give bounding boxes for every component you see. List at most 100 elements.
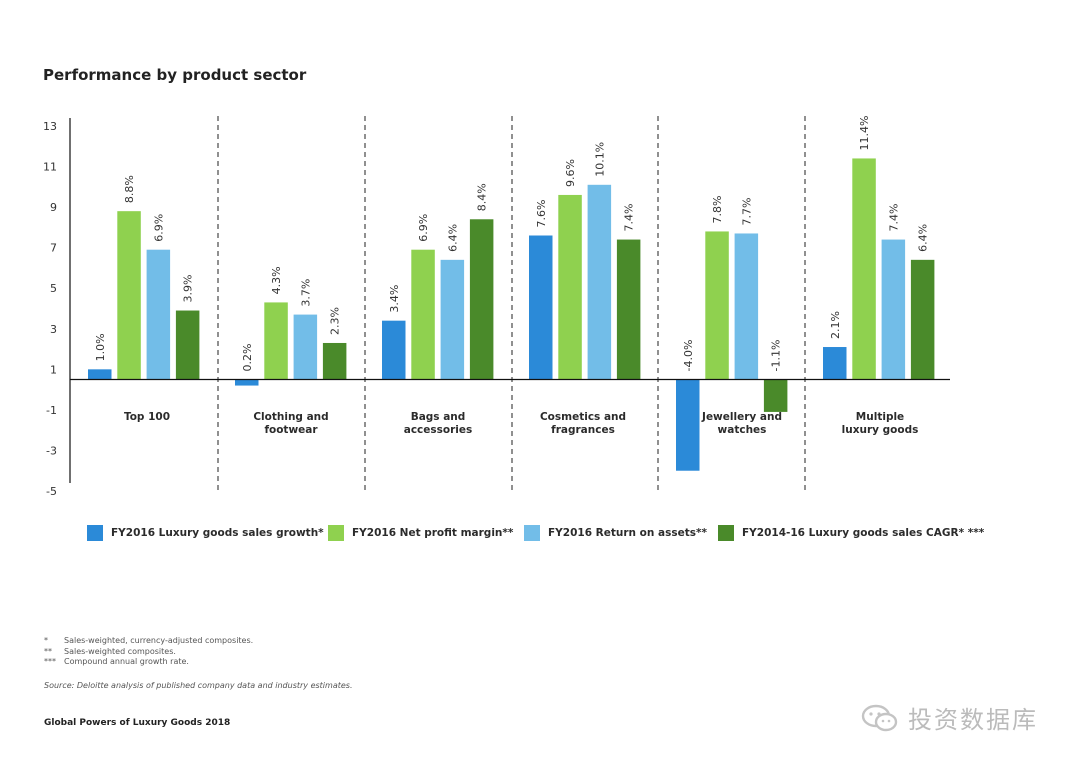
legend-item-sales-growth: FY2016 Luxury goods sales growth*	[87, 525, 324, 541]
data-label: 6.4%	[446, 224, 459, 252]
y-tick-label: 5	[50, 282, 57, 295]
y-tick-label: 1	[50, 363, 57, 376]
legend-label-net-profit-margin: FY2016 Net profit margin**	[352, 527, 514, 539]
watermark-text: 投资数据库	[908, 706, 1038, 734]
bar	[881, 239, 906, 380]
bar	[264, 302, 288, 380]
legend-swatch-sales-cagr	[718, 525, 734, 541]
category-label: Jewellery and watches	[701, 411, 782, 436]
legend-item-net-profit-margin: FY2016 Net profit margin**	[328, 525, 513, 541]
footnote-mark: ***	[44, 657, 56, 666]
category-label-line: Multiple	[856, 411, 904, 423]
footnote-row: *** Compound annual growth rate.	[44, 657, 253, 668]
y-tick-label: 13	[43, 120, 57, 133]
category-label-line: accessories	[404, 424, 473, 436]
bar	[910, 259, 935, 380]
bar	[440, 259, 465, 380]
bar	[529, 235, 553, 380]
legend-swatch-return-on-assets	[524, 525, 540, 541]
watermark: 投资数据库	[860, 700, 1038, 735]
bar	[175, 310, 200, 380]
footnote-row: ** Sales-weighted composites.	[44, 647, 253, 658]
bar	[235, 379, 259, 386]
data-label: 7.6%	[535, 200, 548, 228]
data-label: 8.8%	[123, 175, 136, 203]
data-label: 10.1%	[593, 142, 606, 177]
category-label-line: Jewellery and	[701, 411, 782, 423]
category-label-line: fragrances	[551, 424, 615, 436]
bar	[616, 239, 641, 380]
y-tick-label: 11	[43, 161, 57, 174]
y-tick-label: -1	[46, 404, 57, 417]
bar	[587, 184, 612, 380]
data-label: 11.4%	[858, 115, 871, 150]
data-label: 3.7%	[299, 279, 312, 307]
bar	[763, 379, 788, 412]
footnote-text: Sales-weighted, currency-adjusted compos…	[64, 636, 254, 645]
y-tick-label: 9	[50, 201, 57, 214]
footnote-row: * Sales-weighted, currency-adjusted comp…	[44, 636, 253, 647]
category-label: Cosmetics and fragrances	[540, 411, 626, 436]
data-label: 3.9%	[182, 275, 195, 303]
chat-bubbles-icon	[861, 704, 898, 731]
bar	[382, 320, 406, 380]
footnote-text: Compound annual growth rate.	[64, 657, 189, 666]
data-label: 2.1%	[829, 311, 842, 339]
category-label-line: Cosmetics and	[540, 411, 626, 423]
source-note: Source: Deloitte analysis of published c…	[44, 681, 353, 690]
data-label: 7.4%	[887, 204, 900, 232]
bar	[558, 194, 582, 380]
bar	[411, 249, 435, 380]
data-label: 1.0%	[94, 333, 107, 361]
legend-item-sales-cagr: FY2014-16 Luxury goods sales CAGR* ***	[718, 525, 984, 541]
bar	[322, 342, 347, 380]
y-tick-label: 7	[50, 242, 57, 255]
category-label-line: footwear	[264, 424, 318, 436]
bar	[469, 219, 494, 380]
y-tick-label: -5	[46, 485, 57, 498]
data-label: 6.9%	[152, 214, 165, 242]
bar	[705, 231, 729, 380]
data-label: 4.3%	[270, 266, 283, 294]
bar	[676, 379, 700, 471]
data-label: 9.6%	[564, 159, 577, 187]
data-label: -4.0%	[682, 340, 695, 372]
bar	[117, 211, 141, 380]
legend-label-sales-growth: FY2016 Luxury goods sales growth*	[111, 527, 324, 539]
data-label: -1.1%	[770, 340, 783, 372]
legend-swatch-net-profit-margin	[328, 525, 344, 541]
data-label: 0.2%	[241, 344, 254, 372]
footnote-mark: **	[44, 646, 52, 656]
footnote-text: Sales-weighted composites.	[64, 646, 176, 656]
chart-title: Performance by product sector	[43, 66, 307, 84]
report-title: Global Powers of Luxury Goods 2018	[44, 718, 231, 728]
data-label: 7.4%	[623, 204, 636, 232]
data-label: 6.4%	[917, 224, 930, 252]
category-label-line: Top 100	[124, 411, 170, 423]
category-label: Multiple luxury goods	[842, 411, 919, 436]
legend-item-return-on-assets: FY2016 Return on assets**	[524, 525, 707, 541]
data-label: 2.3%	[329, 307, 342, 335]
data-label: 3.4%	[388, 285, 401, 313]
category-label-line: luxury goods	[842, 424, 919, 436]
data-label: 7.7%	[740, 198, 753, 226]
category-label-line: Bags and	[411, 411, 466, 423]
category-label-line: watches	[718, 424, 767, 436]
bar	[88, 369, 112, 380]
category-label: Bags and accessories	[404, 411, 473, 436]
data-label: 6.9%	[417, 214, 430, 242]
category-label: Top 100	[124, 411, 170, 423]
legend-label-sales-cagr: FY2014-16 Luxury goods sales CAGR* ***	[742, 527, 985, 539]
category-label-line: Clothing and	[253, 411, 328, 423]
bar	[823, 347, 847, 380]
bar	[852, 158, 876, 380]
category-label: Clothing and footwear	[253, 411, 328, 436]
footnote-mark: *	[44, 636, 48, 645]
y-tick-label: 3	[50, 323, 57, 336]
bar	[146, 249, 171, 380]
chart-legend: FY2016 Luxury goods sales growth* FY2016…	[87, 525, 987, 545]
legend-label-return-on-assets: FY2016 Return on assets**	[548, 527, 707, 539]
bar	[734, 233, 759, 380]
y-tick-label: -3	[46, 444, 57, 457]
